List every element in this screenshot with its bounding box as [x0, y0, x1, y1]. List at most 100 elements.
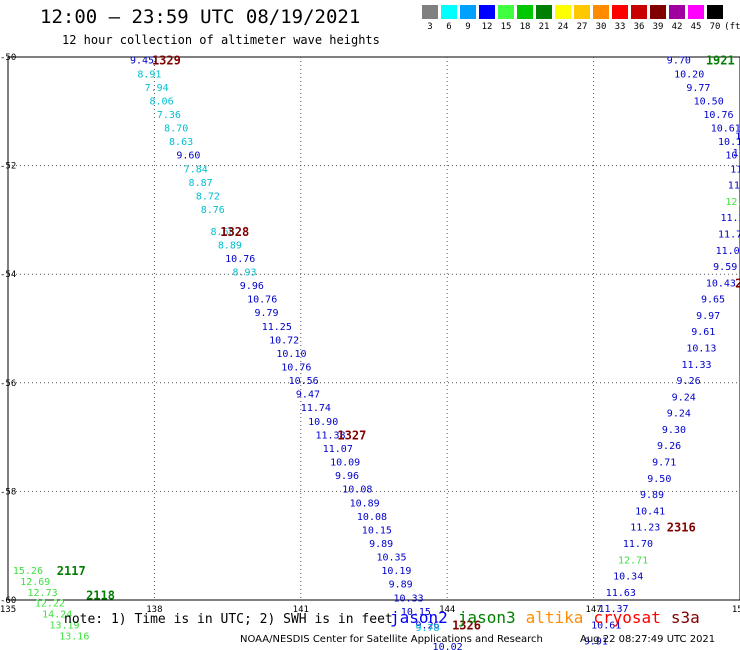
- wave-height-label: 10.76: [247, 295, 277, 306]
- y-tick-label: -50: [0, 53, 16, 63]
- wave-height-label: 9.24: [667, 409, 691, 420]
- wave-height-label: 15.26: [13, 566, 43, 577]
- legend-bin-label: 70: [709, 22, 721, 32]
- wave-height-label: 10.33: [394, 593, 424, 604]
- wave-height-label: 11.33: [681, 360, 711, 371]
- legend-bin-label: 18: [519, 22, 531, 32]
- legend-bin-label: 12: [481, 22, 493, 32]
- wave-height-label: 11.38: [315, 430, 345, 441]
- wave-height-label: 10.02: [433, 642, 463, 650]
- wave-height-label: 8.72: [196, 191, 220, 202]
- wave-height-label: 12.71: [618, 555, 648, 566]
- axis-ticks: 135 138 141 144 147 150 -50 -52 -54 -56 -58 -60: [0, 53, 740, 615]
- wave-height-label: 10: [725, 151, 737, 162]
- wave-height-label: 11.07: [323, 444, 353, 455]
- wave-height-label: 9.26: [677, 376, 701, 387]
- wave-height-label: 10.41: [635, 506, 665, 517]
- legend-swatch: [422, 5, 438, 19]
- legend-bin-label: 24: [557, 22, 569, 32]
- wave-height-label: 10.76: [703, 110, 733, 121]
- wave-height-label: 9.97: [696, 311, 720, 322]
- wave-height-label: 7.84: [184, 164, 208, 175]
- legend-unit-label: (ft): [724, 22, 740, 32]
- legend-swatch: [612, 5, 628, 19]
- page-title: 12:00 — 23:59 UTC 08/19/2021: [40, 6, 361, 28]
- wave-height-label: 9.78: [415, 623, 439, 634]
- legend-swatch: [650, 5, 666, 19]
- legend-swatch: [498, 5, 514, 19]
- legend-bin-label: 30: [595, 22, 607, 32]
- wave-height-label: 9.77: [686, 83, 710, 94]
- y-tick-label: -52: [0, 162, 16, 172]
- wave-height-label: 9.60: [176, 151, 200, 162]
- x-tick-label: 138: [146, 605, 162, 615]
- wave-height-label: 10.76: [225, 254, 255, 265]
- legend-swatch: [555, 5, 571, 19]
- wave-height-label: 9.65: [701, 295, 725, 306]
- wave-height-label: 8.87: [189, 178, 213, 189]
- generated-timestamp: Aug 22 08:27:49 UTC 2021: [580, 634, 716, 645]
- track-id-label: 1921: [706, 54, 735, 68]
- legend-bin-label: 45: [690, 22, 702, 32]
- data-labels: 9.45 8.91 7.94 8.06 7.36 8.70 8.63 9.60 7.84 8.87…: [13, 56, 740, 650]
- legend-bin-label: 27: [576, 22, 588, 32]
- legend-bin-label: 6: [446, 22, 452, 32]
- track-id-label: 1327: [337, 428, 366, 442]
- wave-height-label: 10.09: [330, 458, 360, 469]
- legend-bin-label: 39: [652, 22, 664, 32]
- wave-height-label: 10.08: [357, 512, 387, 523]
- wave-height-label: 10.90: [308, 417, 338, 428]
- wave-height-label: 9.79: [254, 308, 278, 319]
- legend-swatch: [441, 5, 457, 19]
- satellite-name: cryosat: [593, 608, 661, 627]
- wave-height-label: 10.76: [281, 363, 311, 374]
- wave-height-label: 8.76: [201, 205, 225, 216]
- page-subtitle: 12 hour collection of altimeter wave hei…: [62, 33, 380, 47]
- x-tick-label: 135: [0, 605, 16, 615]
- wave-height-label: 10.61: [591, 620, 621, 631]
- legend-swatch: [688, 5, 704, 19]
- legend-swatch: [707, 5, 723, 19]
- legend-swatch: [517, 5, 533, 19]
- track-id-label: 2117: [57, 564, 86, 578]
- wave-height-label: 9.96: [240, 281, 264, 292]
- wave-height-label: 9.61: [691, 327, 715, 338]
- wave-height-label: 11.28: [720, 213, 740, 224]
- plot-frame: [7, 56, 740, 601]
- legend-swatch: [593, 5, 609, 19]
- satellite-name: s3a: [670, 608, 700, 627]
- y-tick-label: -60: [0, 596, 16, 606]
- track-id-label: 231: [735, 276, 740, 290]
- y-tick-label: -58: [0, 487, 16, 497]
- wave-height-label: 10.20: [674, 69, 704, 80]
- wave-height-label: 11.74: [301, 403, 331, 414]
- wave-height-label: 11: [735, 132, 740, 143]
- legend-swatch: [460, 5, 476, 19]
- wave-height-label: 9.96: [335, 471, 359, 482]
- wave-height-label: 7.36: [157, 110, 181, 121]
- wave-height-label: 8.89: [218, 240, 242, 251]
- x-tick-label: 144: [439, 605, 455, 615]
- wave-height-label: 10.50: [694, 96, 724, 107]
- grid-lines: [8, 57, 740, 600]
- wave-height-label: 10.35: [376, 553, 406, 564]
- track-id-label: 1328: [220, 225, 249, 239]
- wave-height-label: 12.73: [28, 588, 58, 599]
- wave-height-label: 11.23: [630, 523, 660, 534]
- wave-height-label: 11.04: [716, 246, 740, 257]
- wave-height-label: 12.69: [20, 577, 50, 588]
- wave-height-label: 9.89: [369, 539, 393, 550]
- wave-height-label: 13.19: [49, 620, 79, 631]
- wave-height-label: 8.93: [232, 267, 256, 278]
- wave-height-label: 9.30: [662, 425, 686, 436]
- wave-height-label: 10.34: [613, 572, 643, 583]
- wave-height-label: 14.24: [42, 610, 72, 621]
- wave-height-label: 9.47: [296, 390, 320, 401]
- wave-height-label: 9.26: [415, 620, 439, 631]
- wave-height-label: 10.89: [350, 498, 380, 509]
- track-id-label: 1326: [452, 618, 481, 632]
- x-tick-label: 147: [585, 605, 601, 615]
- legend-bin-label: 9: [465, 22, 471, 32]
